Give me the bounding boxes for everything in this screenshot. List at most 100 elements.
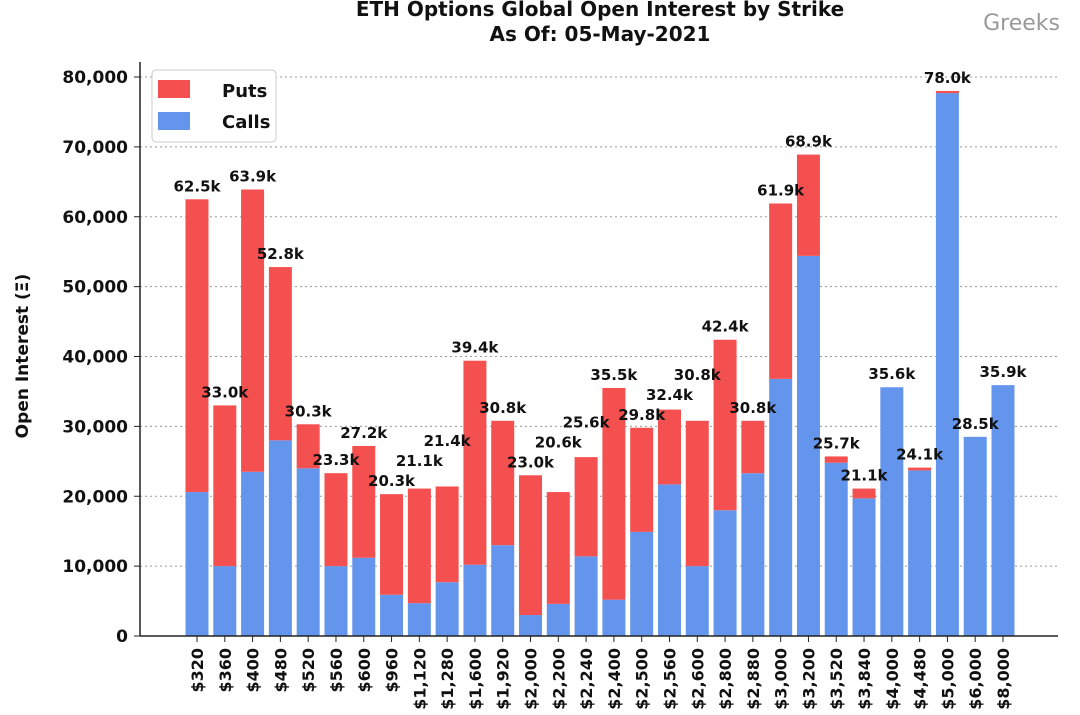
data-label: 63.9k [229, 167, 277, 185]
bar-puts [352, 445, 376, 558]
chart-title: ETH Options Global Open Interest by Stri… [356, 0, 844, 21]
bar-calls [852, 498, 876, 636]
watermark: Greeks [983, 11, 1060, 36]
bar-puts [463, 360, 487, 565]
bar-puts [435, 486, 459, 583]
bar-puts [769, 203, 793, 379]
data-label: 39.4k [451, 339, 499, 357]
x-tick-label: $2,200 [549, 648, 568, 710]
data-label: 29.8k [618, 406, 666, 424]
bar-calls [296, 468, 320, 636]
bar-calls [935, 93, 959, 637]
bar-calls [185, 492, 209, 636]
bar-calls [630, 531, 654, 636]
y-tick-label: 80,000 [62, 68, 128, 88]
data-label: 42.4k [702, 318, 750, 336]
bar-puts [796, 154, 820, 256]
data-label: 52.8k [257, 245, 305, 263]
x-tick-label: $2,240 [577, 648, 596, 710]
data-label: 20.3k [368, 472, 416, 490]
bar-calls [324, 566, 348, 636]
data-label: 35.9k [980, 363, 1028, 381]
bar-puts [213, 405, 237, 567]
y-tick-label: 0 [116, 627, 128, 647]
bar-puts [630, 427, 654, 532]
data-label: 68.9k [785, 133, 833, 151]
bar-puts [407, 488, 431, 604]
y-tick-label: 20,000 [62, 487, 128, 507]
x-tick-label: $1,920 [494, 648, 513, 710]
y-tick-label: 40,000 [62, 348, 128, 368]
x-tick-label: $600 [355, 648, 374, 693]
legend-label-calls: Calls [222, 112, 270, 133]
x-tick-label: $480 [271, 648, 290, 693]
bar-puts [491, 420, 515, 546]
bars [185, 90, 1015, 637]
bar-puts [602, 387, 626, 600]
x-tick-label: $4,000 [883, 648, 902, 710]
y-tick-label: 60,000 [62, 208, 128, 228]
data-label: 25.6k [563, 413, 611, 431]
x-tick-label: $3,200 [799, 648, 818, 710]
x-tick-label: $360 [216, 648, 235, 693]
x-tick-label: $1,120 [410, 648, 429, 710]
bar-puts [241, 189, 265, 472]
bar-puts [296, 424, 320, 469]
data-label: 20.6k [535, 433, 583, 451]
bar-puts [380, 494, 404, 595]
y-tick-label: 30,000 [62, 417, 128, 437]
data-label: 24.1k [896, 446, 944, 464]
data-label: 30.8k [729, 399, 777, 417]
data-label: 35.5k [590, 366, 638, 384]
data-label: 23.0k [507, 453, 555, 471]
bar-calls [796, 255, 820, 636]
x-tick-label: $1,280 [438, 648, 457, 710]
legend-swatch-puts [158, 80, 190, 98]
bar-calls [713, 510, 737, 636]
bar-calls [213, 566, 237, 636]
bar-puts [741, 420, 765, 474]
bar-puts [852, 488, 876, 499]
y-axis-label: Open Interest (Ξ) [13, 274, 33, 439]
data-label: 28.5k [952, 415, 1000, 433]
x-tick-label: $2,560 [660, 648, 679, 710]
bar-calls [824, 462, 848, 636]
bar-calls [546, 603, 570, 636]
y-tick-label: 10,000 [62, 557, 128, 577]
bar-calls [435, 582, 459, 636]
x-tick-label: $960 [383, 648, 402, 693]
bar-puts [519, 475, 543, 616]
bar-puts [685, 420, 709, 567]
data-label: 21.4k [424, 432, 472, 450]
data-label: 78.0k [924, 69, 972, 87]
bar-puts [324, 473, 348, 567]
x-tick-label: $520 [299, 648, 318, 693]
x-tick-label: $2,500 [633, 648, 652, 710]
x-tick-label: $320 [188, 648, 207, 693]
y-tick-label: 70,000 [62, 138, 128, 158]
data-label: 30.8k [479, 399, 527, 417]
y-tick-label: 50,000 [62, 278, 128, 298]
data-label: 61.9k [757, 181, 805, 199]
data-label: 62.5k [174, 177, 222, 195]
data-label: 23.3k [312, 451, 360, 469]
bar-puts [824, 456, 848, 463]
bar-calls [908, 470, 932, 636]
legend-swatch-calls [158, 112, 190, 130]
bar-puts [713, 339, 737, 511]
x-tick-label: $2,400 [605, 648, 624, 710]
gridlines [140, 76, 1058, 567]
bar-calls [991, 385, 1015, 636]
x-tick-label: $4,480 [911, 648, 930, 710]
data-label: 30.3k [285, 402, 333, 420]
x-axis: $320 $360 $400 $480 $520 $560 $600 $960 $1,120 $1… [188, 636, 1013, 710]
bar-puts [574, 457, 598, 557]
x-tick-label: $3,000 [772, 648, 791, 710]
x-tick-label: $3,840 [855, 648, 874, 710]
x-tick-label: $400 [244, 648, 263, 693]
chart-subtitle: As Of: 05-May-2021 [490, 22, 711, 46]
bar-calls [491, 545, 515, 636]
x-tick-label: $2,880 [744, 648, 763, 710]
bar-calls [685, 566, 709, 636]
